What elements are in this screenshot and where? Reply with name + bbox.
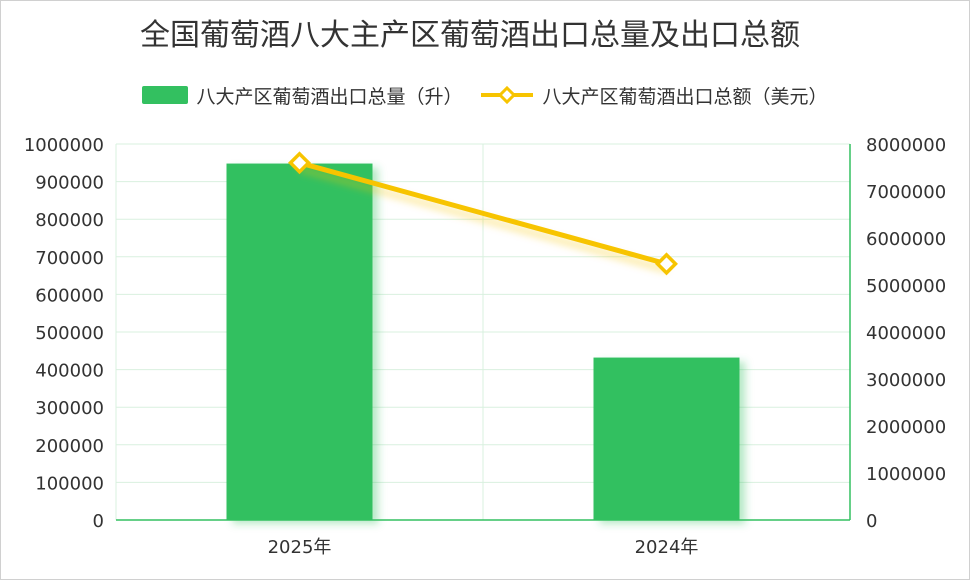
y-right-tick-label: 5000000 xyxy=(866,276,946,297)
y-right-tick-label: 8000000 xyxy=(866,135,946,156)
legend-swatch-bar-icon xyxy=(142,86,189,104)
y-left-tick-label: 300000 xyxy=(35,398,104,419)
chart-title: 全国葡萄酒八大主产区葡萄酒出口总量及出口总额 xyxy=(140,18,800,53)
y-right-tick-label: 3000000 xyxy=(866,370,946,391)
y-left-tick-label: 100000 xyxy=(35,473,104,494)
bar-2 xyxy=(593,357,740,520)
y-left-tick-label: 600000 xyxy=(35,285,104,306)
x-tick-label: 2024年 xyxy=(635,537,699,558)
legend-item-volume[interactable]: 八大产区葡萄酒出口总量（升） xyxy=(142,82,463,109)
y-right-tick-label: 0 xyxy=(866,511,877,532)
bar-1 xyxy=(226,163,373,520)
chart-legend: 八大产区葡萄酒出口总量（升） 八大产区葡萄酒出口总额（美元） xyxy=(0,80,970,110)
y-right-tick-label: 6000000 xyxy=(866,229,946,250)
legend-label-value: 八大产区葡萄酒出口总额（美元） xyxy=(542,85,828,108)
y-right-tick-label: 7000000 xyxy=(866,182,946,203)
y-left-tick-label: 500000 xyxy=(35,323,104,344)
y-left-tick-label: 0 xyxy=(93,511,104,532)
y-left-tick-label: 200000 xyxy=(35,436,104,457)
x-tick-label: 2025年 xyxy=(268,537,332,558)
y-right-tick-label: 1000000 xyxy=(866,464,946,485)
y-left-tick-label: 700000 xyxy=(35,248,104,269)
legend-item-value[interactable]: 八大产区葡萄酒出口总额（美元） xyxy=(479,82,828,109)
y-right-tick-label: 4000000 xyxy=(866,323,946,344)
legend-swatch-line-diamond-icon xyxy=(480,86,533,104)
y-left-tick-label: 900000 xyxy=(35,173,104,194)
legend-label-volume: 八大产区葡萄酒出口总量（升） xyxy=(196,85,463,108)
line-point-2 xyxy=(655,252,678,276)
y-right-tick-label: 2000000 xyxy=(866,417,946,438)
y-left-tick-label: 400000 xyxy=(35,361,104,382)
line-point-1 xyxy=(288,151,311,175)
y-left-tick-label: 1000000 xyxy=(24,135,104,156)
line-series-path xyxy=(298,160,668,267)
y-left-tick-label: 800000 xyxy=(35,210,104,231)
